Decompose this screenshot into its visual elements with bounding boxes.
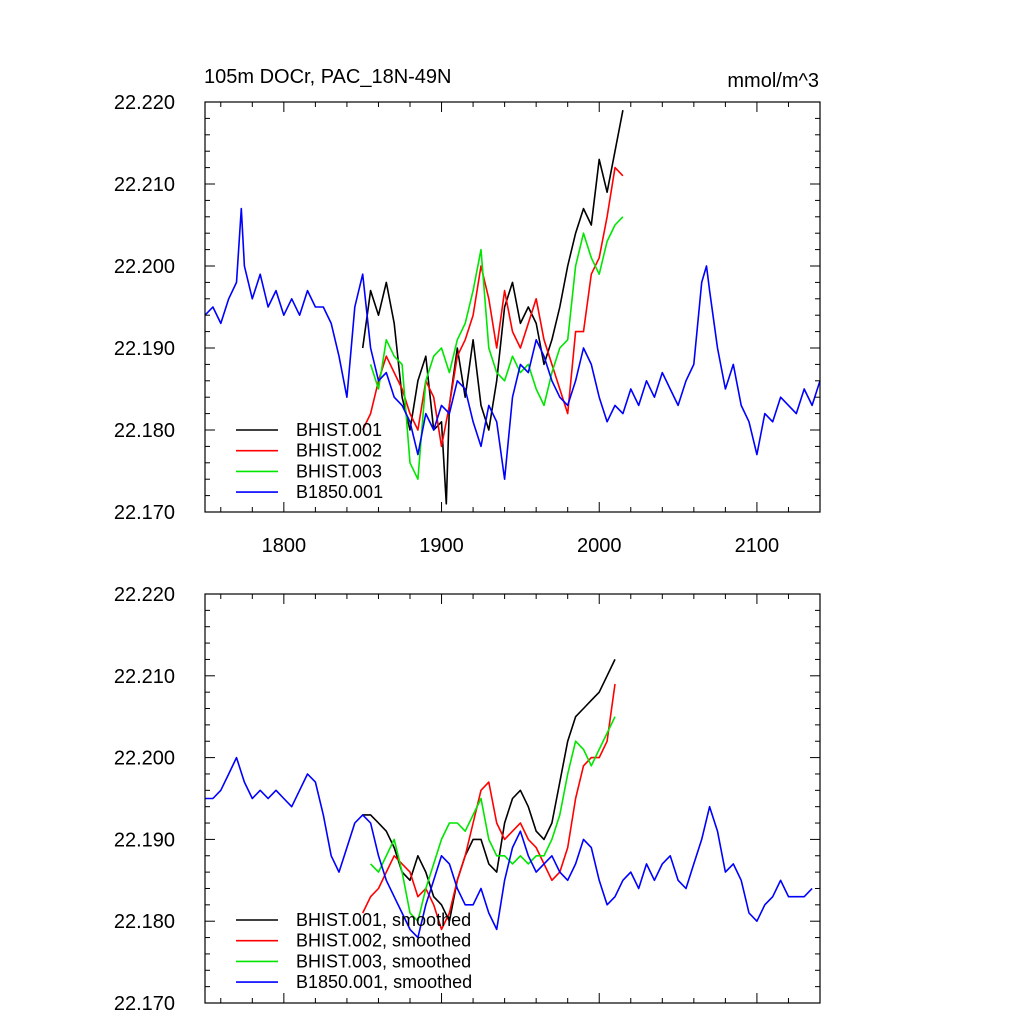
- y-tick-label: 22.220: [114, 92, 175, 114]
- series-line-1: [362, 659, 616, 923]
- y-tick-label: 22.210: [114, 174, 175, 196]
- panel-top: 22.170 22.180 22.190 22.200 22.210 22.220 1800…: [114, 92, 821, 557]
- units-label: mmol/m^3: [727, 70, 819, 92]
- legend-label: BHIST.001: [296, 420, 382, 440]
- y-tick-label: 22.210: [114, 666, 175, 688]
- legend-label: BHIST.001, smoothed: [296, 910, 471, 930]
- legend-label: B1850.001: [296, 482, 383, 502]
- x-tick-label: 1800: [262, 535, 307, 557]
- y-tick-label: 22.200: [114, 748, 175, 770]
- legend-label: BHIST.003: [296, 461, 382, 481]
- legend-label: BHIST.002, smoothed: [296, 931, 471, 951]
- y-tick-label: 22.180: [114, 420, 175, 442]
- series-line-2: [361, 166, 624, 448]
- legend-label: BHIST.003, smoothed: [296, 951, 471, 971]
- series-line-4: [204, 207, 821, 481]
- y-tick-label: 22.220: [114, 584, 175, 606]
- y-tick-label: 22.170: [114, 993, 175, 1015]
- legend-label: BHIST.002: [296, 441, 382, 461]
- x-tick-label: 2000: [577, 535, 622, 557]
- legend-label: B1850.001, smoothed: [296, 972, 472, 992]
- y-tick-label: 22.180: [114, 911, 175, 933]
- y-tick-label: 22.190: [114, 829, 175, 851]
- series-line-4: [205, 756, 813, 939]
- x-tick-label: 2100: [735, 535, 780, 557]
- series-line-1: [361, 110, 624, 505]
- chart-title: 105m DOCr, PAC_18N-49N: [204, 66, 452, 88]
- panel-bottom: 22.170 22.180 22.190 22.200 22.210 22.220 BHIS…: [114, 584, 821, 1015]
- plot-frame: [204, 593, 821, 1004]
- series-line-2: [361, 683, 616, 931]
- x-tick-label: 1900: [419, 535, 464, 557]
- y-tick-label: 22.200: [114, 256, 175, 278]
- y-tick-label: 22.190: [114, 338, 175, 360]
- plot-frame: [204, 101, 821, 513]
- series-line-3: [370, 716, 616, 923]
- series-line-3: [369, 216, 624, 481]
- y-tick-label: 22.170: [114, 502, 175, 524]
